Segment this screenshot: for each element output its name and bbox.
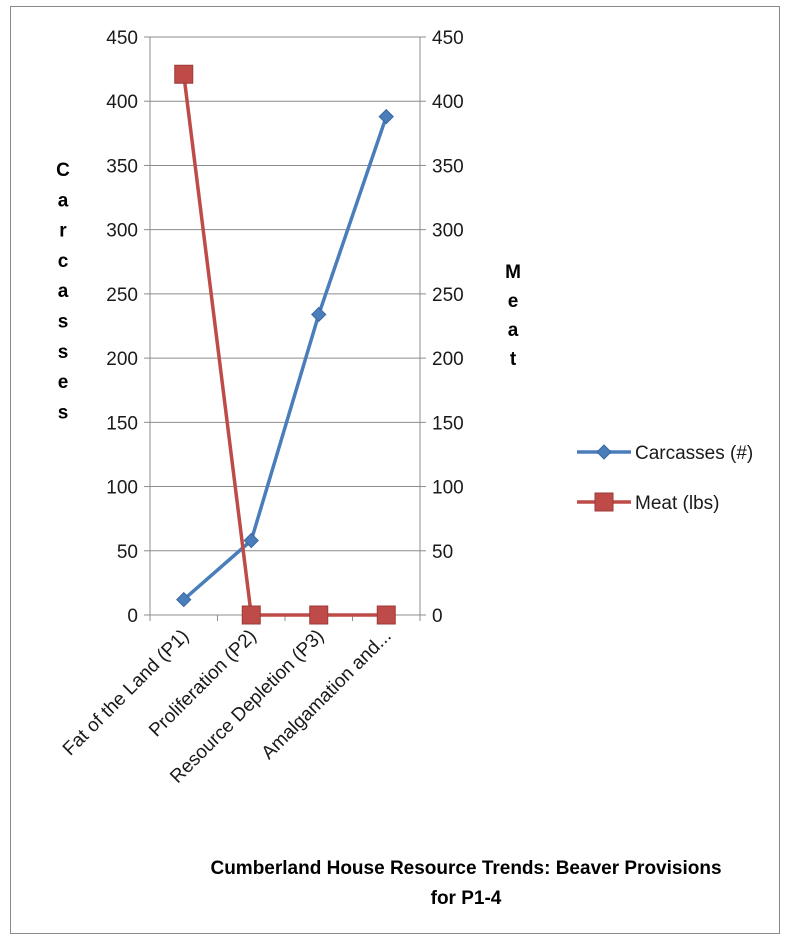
right-tick-label: 200 (432, 349, 464, 370)
right-axis-label-letter: t (510, 349, 517, 370)
left-tick-label: 150 (106, 413, 138, 434)
legend-item: Carcasses (#) (577, 443, 753, 464)
left-axis-ticks: 0 50 100 150 200 250 300 350 400 450 (106, 28, 150, 627)
data-point (596, 444, 612, 460)
right-axis-label-letter: a (508, 320, 519, 341)
legend: Carcasses (#) Meat (lbs) (577, 443, 753, 514)
right-tick-label: 0 (432, 606, 443, 627)
category-label: Amalgamation and... (258, 626, 396, 764)
data-point (243, 532, 259, 549)
chart-title-line-1: Cumberland House Resource Trends: Beaver… (210, 858, 721, 879)
right-tick-label: 350 (432, 156, 464, 177)
data-point (309, 605, 329, 625)
series-line (182, 116, 388, 601)
right-axis-label-letter: M (505, 262, 521, 283)
data-point (241, 605, 261, 625)
left-tick-label: 450 (106, 28, 138, 49)
series (174, 64, 396, 625)
right-axis-label-letter: e (508, 291, 519, 312)
data-point (376, 605, 396, 625)
right-tick-label: 250 (432, 285, 464, 306)
right-tick-label: 400 (432, 92, 464, 113)
right-axis-ticks: 0 50 100 150 200 250 300 350 400 450 (420, 28, 464, 627)
left-tick-label: 100 (106, 478, 138, 499)
category-labels: Fat of the Land (P1)Proliferation (P2)Re… (59, 626, 396, 788)
left-axis-label-letter: s (58, 312, 69, 333)
right-tick-label: 150 (432, 413, 464, 434)
left-tick-label: 350 (106, 156, 138, 177)
left-axis-label-letter: a (58, 281, 69, 302)
category-label: Fat of the Land (P1) (59, 626, 193, 760)
chart-frame (10, 6, 780, 934)
left-tick-label: 300 (106, 221, 138, 242)
left-axis-label: Carcasses (56, 160, 70, 423)
series-meat (174, 64, 396, 625)
left-tick-label: 50 (117, 542, 138, 563)
left-axis-label-letter: e (58, 372, 69, 393)
chart-title-line-2: for P1-4 (431, 888, 502, 909)
left-tick-label: 250 (106, 285, 138, 306)
data-point (311, 306, 327, 323)
data-point (594, 492, 614, 512)
series-carcasses (176, 108, 394, 608)
right-tick-label: 300 (432, 221, 464, 242)
right-tick-label: 50 (432, 542, 453, 563)
legend-item: Meat (lbs) (577, 492, 719, 514)
legend-label: Carcasses (#) (635, 443, 753, 464)
left-tick-label: 400 (106, 92, 138, 113)
left-axis-label-letter: s (58, 342, 69, 363)
left-axis-label-letter: a (58, 190, 69, 211)
left-axis-label-letter: s (58, 402, 69, 423)
legend-label: Meat (lbs) (635, 493, 719, 514)
gridlines (150, 36, 420, 552)
series-line (182, 74, 387, 617)
left-tick-label: 0 (127, 606, 138, 627)
left-tick-label: 200 (106, 349, 138, 370)
right-axis-label: Meat (505, 262, 521, 370)
data-point (378, 108, 394, 125)
right-tick-label: 450 (432, 28, 464, 49)
data-point (176, 591, 192, 608)
right-tick-label: 100 (432, 478, 464, 499)
left-axis-label-letter: c (58, 251, 69, 272)
left-axis-label-letter: C (56, 160, 70, 181)
data-point (174, 64, 194, 84)
left-axis-label-letter: r (59, 221, 67, 242)
